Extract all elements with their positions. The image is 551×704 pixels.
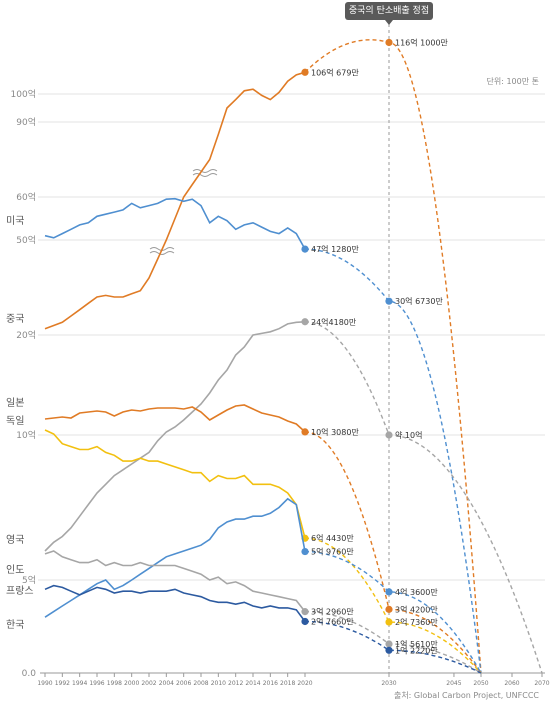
data-label-usa: 30억 6730만	[395, 296, 443, 306]
data-point-france	[385, 640, 393, 648]
series-line-india	[44, 321, 306, 552]
data-point-japan	[301, 428, 309, 436]
x-tick-label: 2014	[245, 680, 260, 687]
x-tick-label: 2002	[141, 680, 156, 687]
data-point-korea	[301, 617, 309, 626]
series-line-korea	[44, 584, 306, 622]
series-line-germany	[44, 429, 306, 539]
series-name-uk: 영국	[6, 534, 24, 546]
x-tick-label: 1990	[37, 680, 52, 687]
x-tick-label: 2010	[211, 680, 226, 687]
data-point-korea	[385, 646, 393, 654]
data-point-japan	[385, 605, 393, 613]
axis-break-mark	[192, 169, 218, 173]
data-label-japan: 3억 4200만	[395, 604, 438, 614]
y-tick-label: 100억	[11, 88, 36, 100]
projection-line-china	[304, 39, 482, 674]
x-tick-label: 2050	[473, 680, 488, 687]
data-label-korea: 1억 2220만	[395, 645, 438, 655]
x-tick-label: 2020	[297, 680, 312, 687]
x-tick-label: 1996	[89, 680, 104, 687]
x-tick-label: 2016	[263, 680, 278, 687]
axis-break-mark	[192, 173, 218, 177]
data-label-uk: 4억 3600만	[395, 587, 438, 597]
data-label-china: 116억 1000만	[395, 37, 449, 47]
series-name-india: 인도	[6, 564, 24, 576]
data-label-france: 3억 2960만	[311, 607, 354, 617]
data-point-india	[385, 431, 393, 439]
x-tick-label: 1998	[107, 680, 122, 687]
data-label-germany: 6억 4430만	[311, 533, 354, 543]
data-point-uk	[385, 588, 393, 596]
data-label-germany: 2억 7360만	[395, 617, 438, 627]
axis-break-mark	[149, 251, 175, 255]
series-name-korea: 한국	[6, 619, 24, 631]
data-point-india	[301, 318, 309, 326]
data-label-korea: 2억 7660만	[311, 616, 354, 626]
y-tick-label: 10억	[16, 429, 36, 441]
data-label-usa: 47억 1280만	[311, 244, 359, 254]
x-tick-label: 2018	[280, 680, 295, 687]
y-tick-label: 50억	[16, 234, 36, 246]
source-label: 출처: Global Carbon Project, UNFCCC	[393, 691, 539, 700]
data-point-germany	[385, 618, 393, 626]
y-tick-label: 60억	[16, 191, 36, 203]
projection-line-india	[305, 321, 543, 674]
series-name-france: 프랑스	[6, 585, 34, 597]
x-tick-label: 2060	[504, 680, 519, 687]
series-name-china: 중국	[6, 313, 24, 325]
data-label-uk: 5억 9760만	[311, 547, 354, 557]
x-tick-label: 2004	[159, 680, 174, 687]
series-name-japan: 일본	[6, 397, 24, 409]
x-tick-label: 1994	[72, 680, 87, 687]
china-peak-callout: 중국의 탄소배출 정점	[345, 2, 433, 25]
x-tick-label: 2000	[124, 680, 139, 687]
series-line-china	[44, 71, 306, 330]
series-line-uk	[44, 497, 306, 618]
y-tick-label: 20억	[16, 329, 36, 341]
projection-line-uk	[305, 550, 482, 674]
y-tick-label: 5억	[22, 574, 36, 586]
x-tick-label: 2006	[176, 680, 191, 687]
unit-label: 단위: 100만 톤	[486, 77, 540, 86]
series-name-germany: 독일	[6, 415, 24, 427]
series-line-japan	[44, 404, 306, 433]
series-name-usa: 미국	[6, 215, 24, 227]
data-label-france: 1억 5610만	[395, 639, 438, 649]
data-point-uk	[301, 547, 309, 556]
projection-line-japan	[304, 431, 482, 674]
data-label-india: 약 10억	[395, 430, 422, 440]
x-tick-label: 2045	[446, 680, 461, 687]
data-point-usa	[385, 297, 393, 305]
y-tick-label: 90억	[16, 116, 36, 128]
x-tick-label: 1992	[55, 680, 70, 687]
x-tick-label: 2070	[534, 680, 549, 687]
x-tick-label: 2012	[228, 680, 243, 687]
x-tick-label: 2008	[193, 680, 208, 687]
projection-line-germany	[305, 537, 482, 674]
data-point-china	[301, 68, 309, 76]
series-line-france	[44, 550, 306, 613]
projection-line-korea	[305, 620, 482, 674]
data-point-france	[301, 608, 309, 616]
data-label-japan: 10억 3080만	[311, 427, 359, 437]
data-point-china	[385, 38, 393, 47]
data-label-india: 24억4180만	[311, 317, 357, 327]
data-label-china: 106억 679만	[311, 67, 359, 77]
data-point-usa	[301, 245, 309, 253]
series-line-usa	[44, 197, 306, 250]
y-tick-label: 0.0	[22, 669, 37, 679]
x-tick-label: 2030	[381, 680, 396, 687]
